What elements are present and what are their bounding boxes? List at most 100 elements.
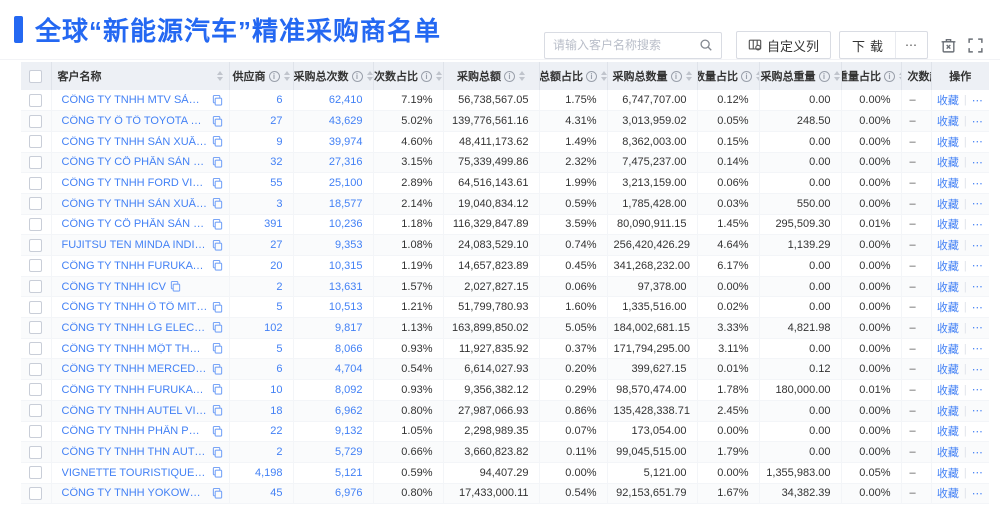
column-header-customer-name[interactable]: 客户名称 xyxy=(51,62,230,90)
row-checkbox[interactable] xyxy=(29,280,43,294)
customer-name-link[interactable]: CÔNG TY Ô TÔ TOYOTA VIỆT ... xyxy=(61,115,208,128)
row-checkbox[interactable] xyxy=(29,197,43,211)
row-checkbox[interactable] xyxy=(29,404,43,418)
copy-icon[interactable] xyxy=(212,446,223,458)
favorite-link[interactable]: 收藏 xyxy=(936,405,959,418)
row-checkbox[interactable] xyxy=(29,362,43,376)
row-more-button[interactable]: ⋯ xyxy=(971,487,984,500)
favorite-link[interactable]: 收藏 xyxy=(936,178,959,191)
row-checkbox[interactable] xyxy=(29,93,43,107)
row-checkbox[interactable] xyxy=(29,135,43,149)
favorite-link[interactable]: 收藏 xyxy=(936,219,959,232)
download-more-button[interactable]: ⋯ xyxy=(895,32,927,58)
sort-icon[interactable] xyxy=(899,71,900,81)
customer-name-link[interactable]: FUJITSU TEN MINDA INDIA PVT... xyxy=(61,239,208,252)
row-more-button[interactable]: ⋯ xyxy=(971,363,984,376)
favorite-link[interactable]: 收藏 xyxy=(936,322,959,335)
customer-name-link[interactable]: CÔNG TY CỔ PHẦN SẢN XUẤT... xyxy=(61,218,208,231)
column-header-purchase-count[interactable]: 采购总次数 i xyxy=(293,62,374,90)
column-header-count-pct[interactable]: 次数占比 i xyxy=(373,62,444,90)
favorite-link[interactable]: 收藏 xyxy=(936,488,959,501)
row-checkbox[interactable] xyxy=(29,342,43,356)
copy-icon[interactable] xyxy=(212,425,223,437)
customer-name-link[interactable]: CÔNG TY TNHH FORD VIỆT NAM xyxy=(61,177,208,190)
customer-name-link[interactable]: CÔNG TY TNHH THN AUTOPAR... xyxy=(61,446,208,459)
info-icon[interactable]: i xyxy=(504,70,515,82)
select-all-checkbox[interactable] xyxy=(29,69,43,83)
row-more-button[interactable]: ⋯ xyxy=(971,281,984,294)
customer-name-link[interactable]: CÔNG TY TNHH LG ELECTRON... xyxy=(61,321,208,334)
row-more-button[interactable]: ⋯ xyxy=(971,446,984,459)
customer-name-link[interactable]: CÔNG TY TNHH PHÂN PHỐI T... xyxy=(61,425,208,438)
copy-icon[interactable] xyxy=(212,405,223,416)
sort-icon[interactable] xyxy=(685,71,692,81)
favorite-link[interactable]: 收藏 xyxy=(936,364,959,377)
sort-icon[interactable] xyxy=(436,71,442,81)
fullscreen-icon[interactable] xyxy=(967,37,984,54)
favorite-link[interactable]: 收藏 xyxy=(936,343,959,356)
copy-icon[interactable] xyxy=(212,115,223,127)
copy-icon[interactable] xyxy=(212,177,223,189)
customer-name-link[interactable]: CÔNG TY CỔ PHẦN SẢN XUẤT... xyxy=(61,156,208,169)
favorite-link[interactable]: 收藏 xyxy=(936,426,959,439)
row-more-button[interactable]: ⋯ xyxy=(971,322,984,335)
copy-icon[interactable] xyxy=(212,301,223,313)
sort-icon[interactable] xyxy=(216,71,223,81)
column-header-weight[interactable]: 采购总重量 i xyxy=(759,62,842,90)
trash-icon[interactable] xyxy=(940,37,957,54)
column-header-quantity-pct[interactable]: 数量占比 i xyxy=(697,62,760,90)
column-header-supplier[interactable]: 供应商 i xyxy=(229,62,294,90)
row-checkbox[interactable] xyxy=(29,383,43,397)
copy-icon[interactable] xyxy=(212,239,223,251)
info-icon[interactable]: i xyxy=(586,70,597,82)
copy-icon[interactable] xyxy=(212,343,223,354)
column-header-weight-pct[interactable]: 重量占比 i xyxy=(841,62,902,90)
favorite-link[interactable]: 收藏 xyxy=(936,198,959,211)
column-header-quantity[interactable]: 采购总数量 i xyxy=(607,62,698,90)
info-icon[interactable]: i xyxy=(670,70,682,82)
favorite-link[interactable]: 收藏 xyxy=(936,260,959,273)
favorite-link[interactable]: 收藏 xyxy=(936,384,959,397)
customer-name-link[interactable]: CÔNG TY TNHH AUTEL VIỆT N... xyxy=(61,404,208,417)
column-header-amount-pct[interactable]: 总额占比 i xyxy=(539,62,608,90)
copy-icon[interactable] xyxy=(212,322,223,334)
favorite-link[interactable]: 收藏 xyxy=(936,447,959,460)
copy-icon[interactable] xyxy=(212,218,223,230)
search-input[interactable] xyxy=(552,38,699,52)
customer-name-link[interactable]: CÔNG TY TNHH MERCEDES–B... xyxy=(61,363,208,376)
favorite-link[interactable]: 收藏 xyxy=(936,157,959,170)
row-more-button[interactable]: ⋯ xyxy=(971,301,984,314)
customer-name-link[interactable]: CÔNG TY TNHH ICV xyxy=(61,280,167,293)
row-more-button[interactable]: ⋯ xyxy=(971,136,984,149)
customer-name-link[interactable]: CÔNG TY TNHH YOKOWO VIỆT... xyxy=(61,487,208,500)
copy-icon[interactable] xyxy=(212,198,223,209)
info-icon[interactable]: i xyxy=(351,70,363,82)
copy-icon[interactable] xyxy=(212,363,223,375)
customer-search-box[interactable] xyxy=(543,31,722,59)
row-checkbox[interactable] xyxy=(29,445,43,459)
row-checkbox[interactable] xyxy=(29,486,43,500)
favorite-link[interactable]: 收藏 xyxy=(936,281,959,294)
copy-icon[interactable] xyxy=(212,136,223,147)
favorite-link[interactable]: 收藏 xyxy=(936,95,959,108)
row-more-button[interactable]: ⋯ xyxy=(971,467,984,480)
row-more-button[interactable]: ⋯ xyxy=(971,260,984,273)
customer-name-link[interactable]: CÔNG TY TNHH MỘT THÀNH V... xyxy=(61,342,208,355)
row-more-button[interactable]: ⋯ xyxy=(971,405,984,418)
info-icon[interactable]: i xyxy=(421,70,432,82)
customer-name-link[interactable]: CÔNG TY TNHH SẢN XUẤT VÀ ... xyxy=(61,197,208,210)
favorite-link[interactable]: 收藏 xyxy=(936,116,959,129)
column-header-amount[interactable]: 采购总额 i xyxy=(443,62,540,90)
row-more-button[interactable]: ⋯ xyxy=(971,94,984,107)
sort-icon[interactable] xyxy=(366,71,372,81)
sort-icon[interactable] xyxy=(756,71,758,81)
copy-icon[interactable] xyxy=(212,156,223,168)
custom-columns-button[interactable]: 自定义列 xyxy=(735,31,831,59)
sort-icon[interactable] xyxy=(601,71,606,81)
customer-name-link[interactable]: CÔNG TY TNHH FURUKAWA A... xyxy=(61,259,208,272)
row-checkbox[interactable] xyxy=(29,300,43,314)
info-icon[interactable]: i xyxy=(741,70,752,82)
row-more-button[interactable]: ⋯ xyxy=(971,218,984,231)
row-more-button[interactable]: ⋯ xyxy=(971,177,984,190)
copy-icon[interactable] xyxy=(212,94,223,106)
